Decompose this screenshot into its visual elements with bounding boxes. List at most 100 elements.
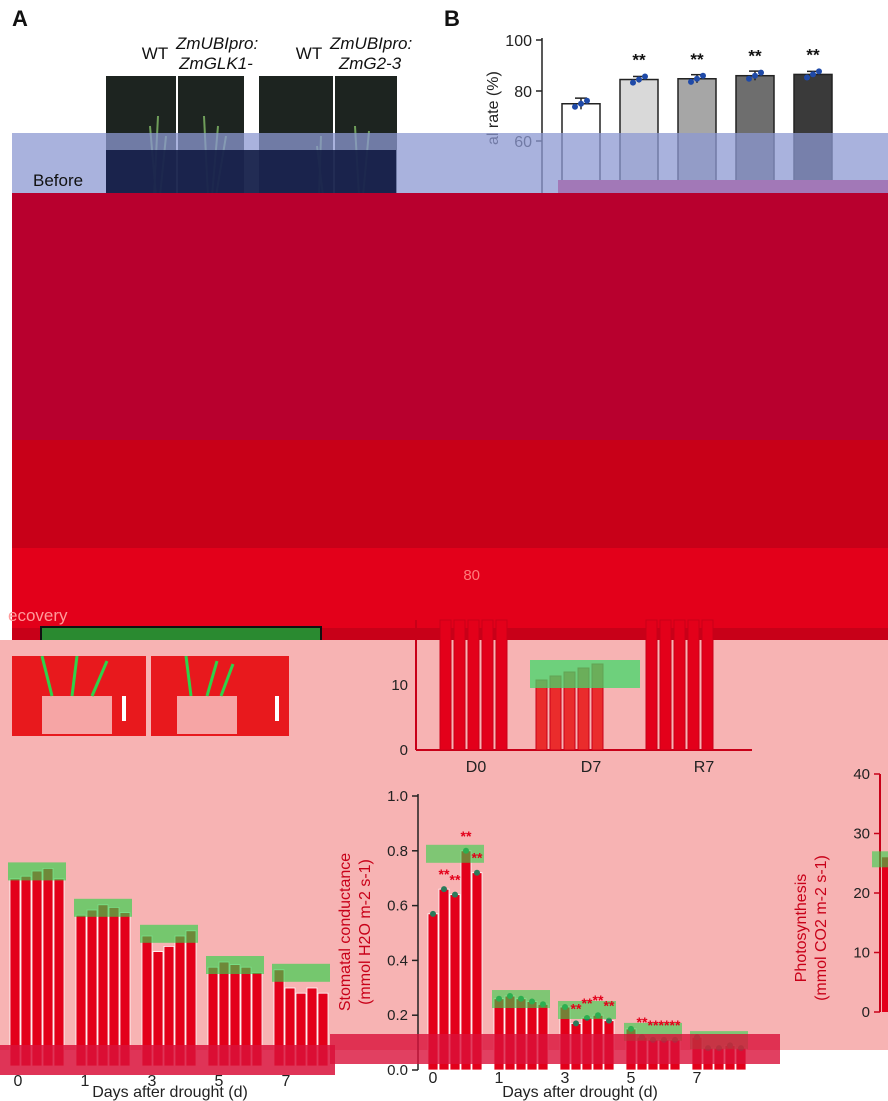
chart-left-bar <box>9 878 21 1067</box>
chart-e-ylabel-line2: (mmol H2O m-2 s-1) <box>357 859 374 1005</box>
chart-b-point <box>810 71 816 78</box>
chart-e-significance: ** <box>472 850 483 866</box>
row-label-recovery: ecovery <box>8 606 68 625</box>
chart-b-significance: ** <box>690 50 704 69</box>
chart-e-ytick-label: 0.6 <box>387 898 408 915</box>
chart-b-point <box>584 97 590 104</box>
chart-c-ytick-10: 10 <box>391 677 408 694</box>
chart-d-ytick-label: 20 <box>853 885 870 902</box>
genotype-g2-line2: ZmG2-3 <box>338 54 402 73</box>
chart-d-ytick-label: 10 <box>853 945 870 962</box>
chart-e-xtick: 7 <box>693 1070 702 1087</box>
row-label-before: Before <box>33 171 84 190</box>
chart-c-bar <box>701 619 714 751</box>
chart-d-green-overlay <box>872 851 888 868</box>
chart-b-point <box>804 74 810 81</box>
chart-e-ylabel-line1: Stomatal conductance <box>337 853 354 1011</box>
chart-e: 0.00.20.40.60.81.0 Stomatal conductance … <box>330 788 780 1101</box>
chart-c-bar <box>495 619 508 751</box>
chart-left-bar <box>108 907 120 1067</box>
chart-left-bar <box>75 914 87 1067</box>
recovery-photo-right <box>151 655 289 736</box>
chart-d: 0 10 20 30 40 Photosynthesis (mmol CO2 m-2 s… <box>793 766 888 1021</box>
chart-c-bar <box>467 619 480 751</box>
chart-d-ylabel-line1: Photosynthesis <box>793 874 810 983</box>
chart-left-xtick: 7 <box>282 1073 291 1090</box>
chart-e-xtick: 0 <box>429 1070 438 1087</box>
chart-e-bars: ** ******** ** ** **** ** ** ** <box>426 828 748 1071</box>
chart-d-axis: 0 10 20 30 40 <box>853 766 881 1021</box>
chart-b-point <box>572 103 578 110</box>
overlay-red-bottom-e <box>330 1034 780 1064</box>
chart-e-ytick-label: 1.0 <box>387 788 408 805</box>
genotype-wt-2-label: WT <box>295 44 323 63</box>
chart-b-point <box>700 72 706 79</box>
chart-left-timecourse: 0 1 3 5 7 Days after drought (d) <box>0 862 335 1101</box>
chart-d-ylabel-line2: (mmol CO2 m-2 s-1) <box>813 855 830 1001</box>
chart-e-xticks: 0 1 3 5 7 <box>429 1070 702 1087</box>
chart-e-xtick: 1 <box>495 1070 504 1087</box>
chart-left-green-overlay <box>206 956 264 974</box>
chart-left-xlabel: Days after drought (d) <box>92 1084 248 1101</box>
chart-left-bar <box>31 870 43 1067</box>
chart-b-point <box>636 76 642 83</box>
chart-left-xtick: 3 <box>148 1073 157 1090</box>
chart-b-point <box>746 75 752 82</box>
chart-c-xtick-r7: R7 <box>694 759 715 775</box>
chart-e-significance: ** <box>450 872 461 888</box>
chart-b-ytick-80: 80 <box>514 84 532 101</box>
chart-b-ytick-100: 100 <box>505 33 532 50</box>
chart-e-xtick: 3 <box>561 1070 570 1087</box>
chart-left-xtick: 5 <box>215 1073 224 1090</box>
chart-e-point <box>452 891 458 898</box>
chart-e-significance: ** <box>637 1014 648 1030</box>
chart-d-bars <box>872 851 888 1012</box>
chart-e-ytick-label: 0.2 <box>387 1007 408 1024</box>
chart-c-bar <box>535 679 548 751</box>
chart-e-xlabel: Days after drought (d) <box>502 1084 658 1101</box>
chart-e-significance: ** <box>439 866 450 882</box>
chart-left-bars <box>8 862 330 1067</box>
chart-left-bar <box>97 904 109 1067</box>
chart-left-bar <box>20 875 32 1067</box>
panel-label-a: A <box>12 6 28 31</box>
chart-e-significance: ** <box>593 992 604 1008</box>
chart-left-green-overlay <box>272 963 330 982</box>
genotype-g2-line1: ZmUBIpro: <box>330 34 413 53</box>
genotype-wt-1-label: WT <box>141 44 169 63</box>
chart-b-point <box>630 79 636 86</box>
chart-d-bar <box>882 857 888 1012</box>
chart-c-bar <box>439 619 452 751</box>
chart-e-point <box>573 1020 579 1027</box>
chart-e-yticks: 0.0 0.2 0.4 0.6 0.8 1.0 <box>387 788 418 1079</box>
recovery-photo-left <box>12 655 146 736</box>
chart-c: 80 10 0 D0 D7 R7 <box>391 567 752 775</box>
chart-c-bar <box>453 619 466 751</box>
chart-c-ytick-0: 0 <box>400 742 408 759</box>
genotype-header-glk1: ZmUBIpro: ZmGLK1-3 <box>176 34 258 94</box>
chart-e-significance: ** <box>571 1000 582 1016</box>
chart-c-bar <box>659 619 672 751</box>
chart-e-point <box>474 869 480 876</box>
panel-label-b: B <box>444 6 460 31</box>
chart-e-significance: ** <box>582 995 593 1011</box>
chart-left-bar <box>42 868 54 1067</box>
chart-c-bar <box>687 619 700 751</box>
chart-d-ytick-label: 40 <box>853 766 870 783</box>
recovery-pot-graphic <box>40 655 126 734</box>
chart-c-bars <box>439 619 714 751</box>
chart-c-xtick-d7: D7 <box>581 759 602 775</box>
chart-left-bar <box>53 878 65 1067</box>
chart-b-point <box>688 78 694 85</box>
chart-b-significance: ** <box>806 45 820 64</box>
overlay-red-bright <box>12 548 888 628</box>
chart-b-point <box>694 75 700 82</box>
chart-e-green-overlay <box>492 990 550 1009</box>
chart-e-ytick-label: 0.8 <box>387 843 408 860</box>
chart-e-ytick-label: 0.0 <box>387 1062 408 1079</box>
chart-b-ylabel: al rate (%) <box>485 71 502 145</box>
chart-d-ytick-label: 0 <box>862 1004 870 1021</box>
chart-b-point <box>642 73 648 80</box>
chart-e-significance: ** <box>648 1017 659 1033</box>
chart-left-green-overlay <box>140 924 198 943</box>
